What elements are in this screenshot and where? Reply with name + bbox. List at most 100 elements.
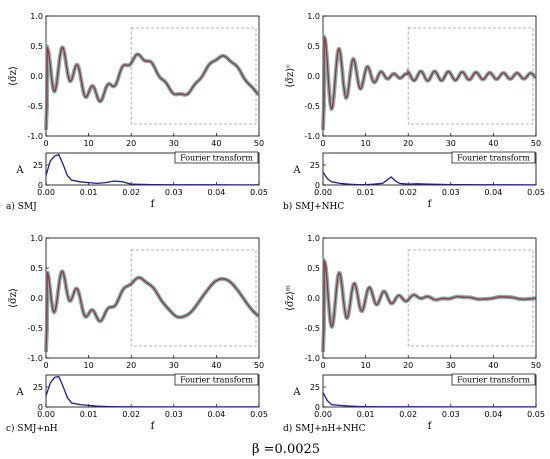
- x-tick-label: 0: [43, 139, 48, 148]
- fourier-label-box: [451, 151, 536, 164]
- fourier-line: [45, 375, 259, 408]
- fourier-x-tick-label: 0.01: [80, 188, 98, 197]
- fourier-label: Fourier transform: [457, 376, 530, 385]
- y-axis-label: ⟨σ̃z⟩ᵐ: [285, 285, 296, 311]
- x-tick-label: 50: [531, 361, 541, 370]
- fourier-x-tick-label: 0.00: [37, 410, 55, 419]
- series-halo: [44, 40, 260, 131]
- fourier-y-tick-label: 0: [38, 403, 43, 412]
- y-tick-label: 0.5: [307, 264, 320, 273]
- x-tick-label: 20: [126, 361, 136, 370]
- x-tick-label: 20: [126, 139, 136, 148]
- panel-caption: c) SMJ+nH: [6, 423, 58, 434]
- panel-2: 0 10 20 30 40 50 -1.0 -0.5 0.0 0.5 1.0 ⟨σ̃z⟩ᶜ 0.00 0.…: [283, 12, 545, 212]
- fourier-x-tick-label: 0.04: [207, 410, 225, 419]
- y-tick-label: 0.0: [30, 72, 43, 81]
- series-halo: [321, 255, 536, 353]
- fourier-label: Fourier transform: [180, 154, 253, 163]
- zoom-window: [130, 27, 257, 125]
- fourier-label: Fourier transform: [457, 154, 530, 163]
- fourier-x-tick-label: 0.04: [207, 188, 225, 197]
- fourier-label-box: [174, 151, 259, 164]
- fourier-label-box: [174, 373, 259, 386]
- fourier-label: Fourier transform: [180, 376, 253, 385]
- fourier-x-tick-label: 0.05: [527, 410, 545, 419]
- fourier-x-tick-label: 0.03: [165, 188, 183, 197]
- y-tick-label: 0.5: [30, 264, 43, 273]
- y-tick-label: -0.5: [304, 324, 320, 333]
- x-tick-label: 10: [84, 139, 94, 148]
- fourier-y-tick-label: 0: [315, 403, 320, 412]
- series-line: [45, 270, 259, 353]
- fourier-x-tick-label: 0.02: [399, 188, 417, 197]
- fourier-x-tick-label: 0.00: [314, 188, 332, 197]
- fourier-x-tick-label: 0.02: [399, 410, 417, 419]
- fourier-label-box: [451, 373, 536, 386]
- x-tick-label: 20: [403, 361, 413, 370]
- series-halo: [321, 31, 538, 131]
- panel-caption: a) SMJ: [6, 201, 37, 212]
- y-tick-label: -0.5: [27, 102, 43, 111]
- x-tick-label: 30: [169, 139, 179, 148]
- fourier-x-tick-label: 0.03: [442, 410, 460, 419]
- fourier-y-tick-label: 0: [38, 181, 43, 190]
- y-tick-label: -1.0: [304, 354, 320, 363]
- y-tick-label: 1.0: [307, 12, 320, 21]
- x-tick-label: 0: [43, 361, 48, 370]
- plot-frame: [45, 15, 260, 137]
- y-tick-label: 1.0: [307, 234, 320, 243]
- y-tick-label: 0.0: [307, 72, 320, 81]
- fourier-x-tick-label: 0.02: [122, 410, 140, 419]
- plot-frame: [45, 237, 260, 359]
- fourier-y-tick-label: 25: [310, 383, 320, 392]
- panel-caption: b) SMJ+NHC: [283, 201, 344, 212]
- y-tick-label: -1.0: [27, 132, 43, 141]
- fourier-x-label: f: [428, 199, 433, 210]
- fourier-y-label: A: [292, 387, 301, 398]
- fourier-line: [45, 153, 259, 186]
- x-tick-label: 0: [320, 139, 325, 148]
- x-tick-label: 40: [488, 361, 498, 370]
- panel-4: 0 10 20 30 40 50 -1.0 -0.5 0.0 0.5 1.0 ⟨σ̃z⟩ᵐ 0.00 0.…: [283, 234, 545, 434]
- y-tick-label: 1.0: [30, 12, 43, 21]
- fourier-x-tick-label: 0.04: [484, 410, 502, 419]
- fourier-x-tick-label: 0.03: [442, 188, 460, 197]
- x-tick-label: 20: [403, 139, 413, 148]
- series-line: [322, 35, 537, 131]
- fourier-x-tick-label: 0.02: [122, 188, 140, 197]
- fourier-x-tick-label: 0.03: [165, 410, 183, 419]
- fourier-y-tick-label: 25: [310, 161, 320, 170]
- fourier-x-tick-label: 0.05: [250, 188, 268, 197]
- x-tick-label: 50: [254, 139, 264, 148]
- y-tick-label: -1.0: [27, 354, 43, 363]
- x-tick-label: 10: [361, 361, 371, 370]
- fourier-x-label: f: [151, 421, 156, 432]
- x-tick-label: 10: [84, 361, 94, 370]
- y-axis-label: ⟨σ̃z⟩: [8, 66, 19, 86]
- series-line: [45, 45, 259, 131]
- x-tick-label: 40: [211, 139, 221, 148]
- beta-label: β =0.0025: [252, 442, 320, 457]
- fourier-y-label: A: [15, 165, 24, 176]
- fourier-line: [322, 392, 536, 408]
- fourier-x-label: f: [151, 199, 156, 210]
- y-tick-label: -1.0: [304, 132, 320, 141]
- fourier-x-tick-label: 0.05: [527, 188, 545, 197]
- x-tick-label: 30: [169, 361, 179, 370]
- fourier-line: [322, 171, 537, 186]
- y-tick-label: 1.0: [30, 234, 43, 243]
- fourier-y-tick-label: 25: [33, 383, 43, 392]
- y-axis-label: ⟨σ̃z⟩ᶜ: [285, 64, 296, 88]
- x-tick-label: 40: [211, 361, 221, 370]
- fourier-y-label: A: [15, 387, 24, 398]
- fourier-x-tick-label: 0.05: [250, 410, 268, 419]
- x-tick-label: 40: [488, 139, 498, 148]
- y-tick-label: 0.5: [307, 42, 320, 51]
- fourier-x-tick-label: 0.01: [357, 188, 375, 197]
- y-tick-label: -0.5: [304, 102, 320, 111]
- x-tick-label: 10: [361, 139, 371, 148]
- y-tick-label: 0.5: [30, 42, 43, 51]
- series-halo: [44, 269, 260, 353]
- y-tick-label: -0.5: [27, 324, 43, 333]
